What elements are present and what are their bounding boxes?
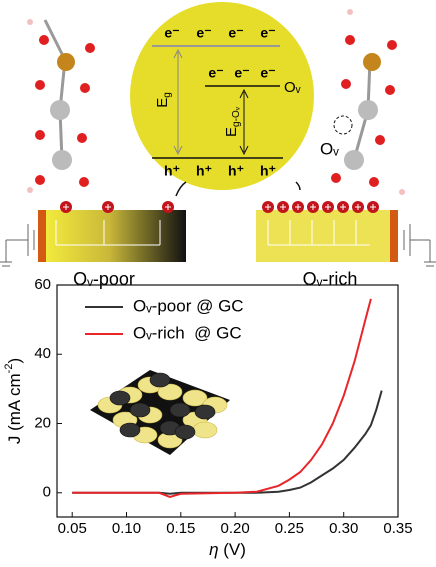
legend-label: Oᵥ-poor @ GC [133, 296, 244, 315]
series-line [72, 298, 372, 498]
y-axis-label-base: J (mA cm [5, 373, 24, 444]
y-tick-label: 20 [34, 414, 51, 431]
y-tick-label: 60 [34, 276, 51, 293]
y-tick-label: 0 [43, 484, 51, 501]
y-tick-label: 40 [34, 345, 51, 362]
x-tick-label: 0.10 [112, 520, 141, 537]
left-electrode [0, 201, 186, 267]
gap-label-sub: g [162, 92, 173, 98]
inset-image [90, 370, 230, 455]
defect-label: Oᵥ [284, 79, 301, 96]
vb-hole: h⁺ [260, 163, 276, 179]
right-label: Oᵥ-rich [303, 269, 358, 289]
y-axis-label-sup: -2 [3, 364, 15, 374]
cb-electron: e⁻ [196, 25, 211, 41]
cb-electron: e⁻ [260, 25, 275, 41]
right-electrode [256, 201, 436, 267]
gap-label: Eg [154, 92, 173, 108]
x-axis-label: η (V) [209, 540, 246, 559]
x-tick-label: 0.20 [221, 520, 250, 537]
vb-hole: h⁺ [228, 163, 244, 179]
right-structure [331, 9, 405, 195]
defect-gap-label: Eg-Oᵥ [223, 106, 242, 137]
defect-electron: e⁻ [234, 65, 249, 81]
defect-electron: e⁻ [260, 65, 275, 81]
y-axis-label: J (mA cm-2) [3, 358, 25, 444]
defect-electron: e⁻ [208, 65, 223, 81]
band-ellipse [130, 2, 314, 190]
x-axis-symbol: η [209, 540, 218, 559]
defect-gap-label-base: E [223, 127, 240, 137]
x-axis-unit: (V) [219, 540, 246, 559]
gap-label-base: E [154, 98, 171, 108]
legend-label: Oᵥ-rich @ GC [133, 323, 242, 342]
gap-arrow-heads [173, 48, 183, 156]
x-tick-label: 0.25 [275, 520, 304, 537]
hole-arrows [175, 181, 301, 197]
x-tick-label: 0.05 [58, 520, 87, 537]
chart: 0.05 0.10 0.15 0.20 0.25 0.30 0.35 0 20 40 60 η (V)… [3, 276, 413, 560]
x-tick-label: 0.35 [383, 520, 412, 537]
y-axis-label-end: ) [5, 358, 24, 364]
cb-electron: e⁻ [228, 25, 243, 41]
defect-gap-label-sub: g-Oᵥ [231, 106, 242, 127]
vacancy-label: Oᵥ [320, 139, 339, 158]
x-tick-label: 0.30 [329, 520, 358, 537]
left-label: Oᵥ-poor [73, 269, 135, 289]
left-structure [27, 19, 95, 193]
defect-gap-arrow-heads [239, 88, 249, 156]
plot-frame [56, 284, 399, 518]
x-tick-label: 0.15 [166, 520, 195, 537]
cb-electron: e⁻ [164, 25, 179, 41]
series-line [72, 390, 383, 495]
vb-hole: h⁺ [196, 163, 212, 179]
vb-hole: h⁺ [164, 163, 180, 179]
